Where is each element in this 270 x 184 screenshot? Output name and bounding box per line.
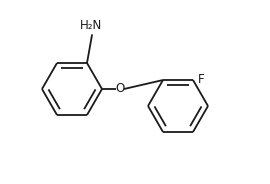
Text: F: F <box>197 72 204 86</box>
Text: H₂N: H₂N <box>80 19 102 31</box>
Text: O: O <box>115 82 125 95</box>
